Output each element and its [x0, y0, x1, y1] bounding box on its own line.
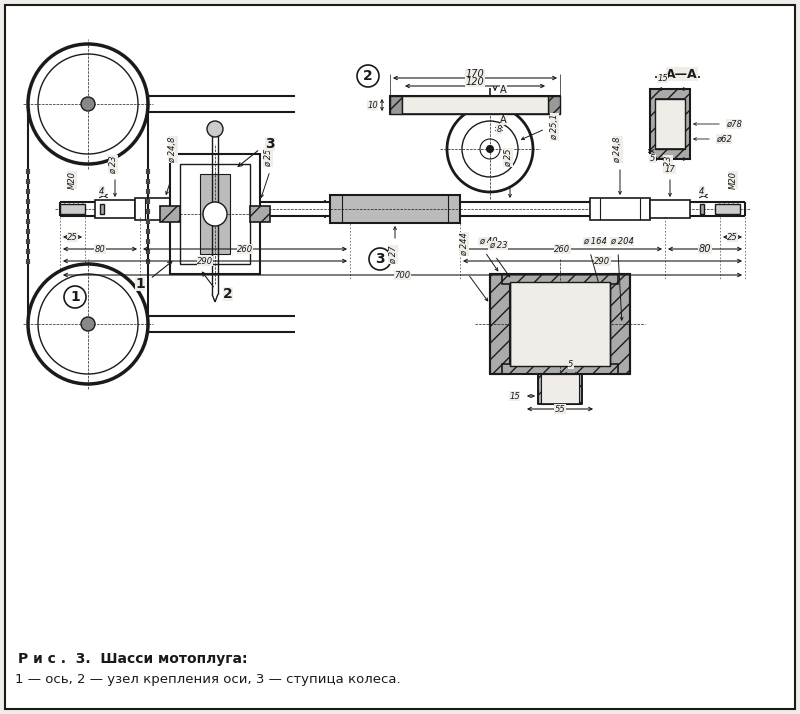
- Text: A: A: [500, 115, 506, 125]
- Text: 8: 8: [496, 124, 502, 134]
- Bar: [700, 204, 704, 214]
- Bar: [390, 96, 560, 114]
- Text: 2: 2: [363, 69, 373, 83]
- Circle shape: [447, 106, 533, 192]
- Text: 15: 15: [657, 74, 668, 83]
- Text: ø78: ø78: [726, 119, 742, 129]
- Bar: [655, 99, 685, 149]
- Circle shape: [462, 121, 518, 177]
- Text: ø62: ø62: [716, 134, 732, 144]
- Bar: [502, 274, 618, 284]
- Text: 1: 1: [135, 277, 145, 291]
- Text: 4: 4: [99, 186, 105, 196]
- Text: M20: M20: [67, 171, 77, 189]
- Text: ø 23: ø 23: [663, 156, 673, 174]
- Bar: [390, 96, 402, 114]
- Text: 80: 80: [94, 244, 106, 253]
- Circle shape: [81, 97, 95, 111]
- Circle shape: [64, 286, 86, 308]
- Text: 55: 55: [554, 405, 566, 413]
- Bar: [650, 200, 690, 218]
- Bar: [590, 198, 650, 220]
- Circle shape: [28, 44, 148, 164]
- Text: 5: 5: [568, 360, 574, 369]
- Text: ø 164: ø 164: [583, 237, 607, 246]
- Text: ø 25: ø 25: [263, 149, 273, 167]
- Circle shape: [486, 146, 494, 153]
- Text: ø 24,8: ø 24,8: [169, 136, 178, 163]
- Circle shape: [357, 65, 379, 87]
- Text: 1: 1: [70, 290, 80, 304]
- Text: 120: 120: [466, 77, 484, 87]
- Bar: [715, 204, 740, 214]
- Bar: [200, 174, 230, 254]
- Bar: [548, 96, 560, 114]
- Text: 2: 2: [223, 287, 233, 301]
- Text: ø 25: ø 25: [503, 149, 513, 167]
- Text: ø 27: ø 27: [389, 245, 398, 263]
- Bar: [180, 164, 250, 264]
- Bar: [95, 200, 135, 218]
- Bar: [170, 154, 260, 274]
- Text: 17: 17: [665, 165, 675, 174]
- Circle shape: [203, 202, 227, 226]
- Bar: [541, 374, 579, 404]
- Text: ø 23: ø 23: [489, 241, 507, 250]
- Bar: [490, 274, 510, 374]
- Text: M20: M20: [729, 171, 738, 189]
- Bar: [250, 206, 270, 222]
- Text: 1 — ось, 2 — узел крепления оси, 3 — ступица колеса.: 1 — ось, 2 — узел крепления оси, 3 — сту…: [15, 673, 401, 685]
- Bar: [610, 274, 630, 374]
- Text: ø 25,1: ø 25,1: [550, 114, 559, 140]
- Text: 5: 5: [650, 154, 655, 163]
- Bar: [510, 282, 610, 366]
- Circle shape: [38, 274, 138, 374]
- Text: 260: 260: [237, 244, 253, 253]
- Text: Р и с .  3.  Шасси мотоплуга:: Р и с . 3. Шасси мотоплуга:: [18, 652, 247, 666]
- Text: ø 204: ø 204: [610, 237, 634, 246]
- Circle shape: [207, 121, 223, 137]
- Text: 290: 290: [594, 256, 610, 266]
- Text: 10: 10: [367, 101, 378, 109]
- Text: 80: 80: [698, 244, 711, 254]
- Bar: [135, 198, 195, 220]
- Text: 260: 260: [554, 244, 570, 253]
- Bar: [330, 195, 460, 223]
- Bar: [538, 374, 582, 404]
- Circle shape: [81, 317, 95, 331]
- Circle shape: [38, 54, 138, 154]
- Circle shape: [480, 139, 500, 159]
- Text: 290: 290: [197, 256, 213, 266]
- Text: 25: 25: [727, 233, 738, 241]
- Text: ø 244: ø 244: [459, 232, 469, 256]
- Bar: [650, 89, 690, 159]
- Text: ø 40: ø 40: [478, 237, 498, 246]
- Text: А—А: А—А: [666, 68, 698, 81]
- Text: 170: 170: [466, 69, 484, 79]
- Text: A: A: [500, 85, 506, 95]
- Text: 15: 15: [510, 391, 520, 401]
- Bar: [402, 96, 548, 114]
- Text: 700: 700: [394, 271, 410, 279]
- Bar: [100, 204, 104, 214]
- Text: ø 23: ø 23: [109, 156, 118, 174]
- Text: 25: 25: [67, 233, 78, 241]
- Text: 3: 3: [265, 137, 274, 151]
- Circle shape: [28, 264, 148, 384]
- Text: 3: 3: [375, 252, 385, 266]
- Bar: [502, 364, 618, 374]
- Bar: [160, 206, 180, 222]
- Circle shape: [369, 248, 391, 270]
- Bar: [60, 204, 85, 214]
- Text: ø 24,8: ø 24,8: [614, 136, 622, 163]
- Text: 4: 4: [699, 186, 705, 196]
